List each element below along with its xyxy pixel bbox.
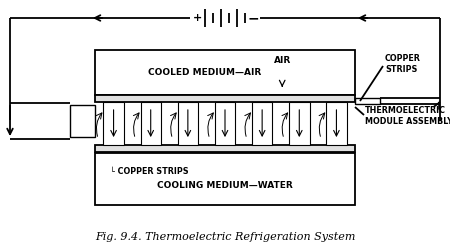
Bar — [104, 102, 124, 145]
Text: THERMOELECTRIC: THERMOELECTRIC — [365, 106, 446, 115]
Bar — [95, 95, 355, 102]
Bar — [95, 50, 355, 95]
Bar — [178, 102, 198, 145]
Text: └ COPPER STRIPS: └ COPPER STRIPS — [110, 167, 189, 176]
Text: COPPER: COPPER — [385, 54, 421, 62]
Text: Fig. 9.4. Thermoelectric Refrigeration System: Fig. 9.4. Thermoelectric Refrigeration S… — [95, 232, 355, 242]
Bar — [252, 102, 272, 145]
Text: MODULE ASSEMBLY: MODULE ASSEMBLY — [365, 117, 450, 125]
Text: COOLED MEDIUM—AIR: COOLED MEDIUM—AIR — [148, 68, 261, 77]
Text: STRIPS: STRIPS — [385, 64, 418, 73]
Bar — [289, 102, 310, 145]
Bar — [215, 102, 235, 145]
Bar — [326, 102, 346, 145]
Text: +: + — [194, 13, 202, 23]
Bar — [70, 105, 95, 137]
Text: AIR: AIR — [274, 56, 291, 64]
Bar — [95, 145, 355, 152]
Bar — [355, 98, 380, 104]
Text: COOLING MEDIUM—WATER: COOLING MEDIUM—WATER — [157, 181, 293, 190]
Bar — [140, 102, 161, 145]
Bar — [95, 153, 355, 205]
Text: −: − — [247, 11, 259, 25]
